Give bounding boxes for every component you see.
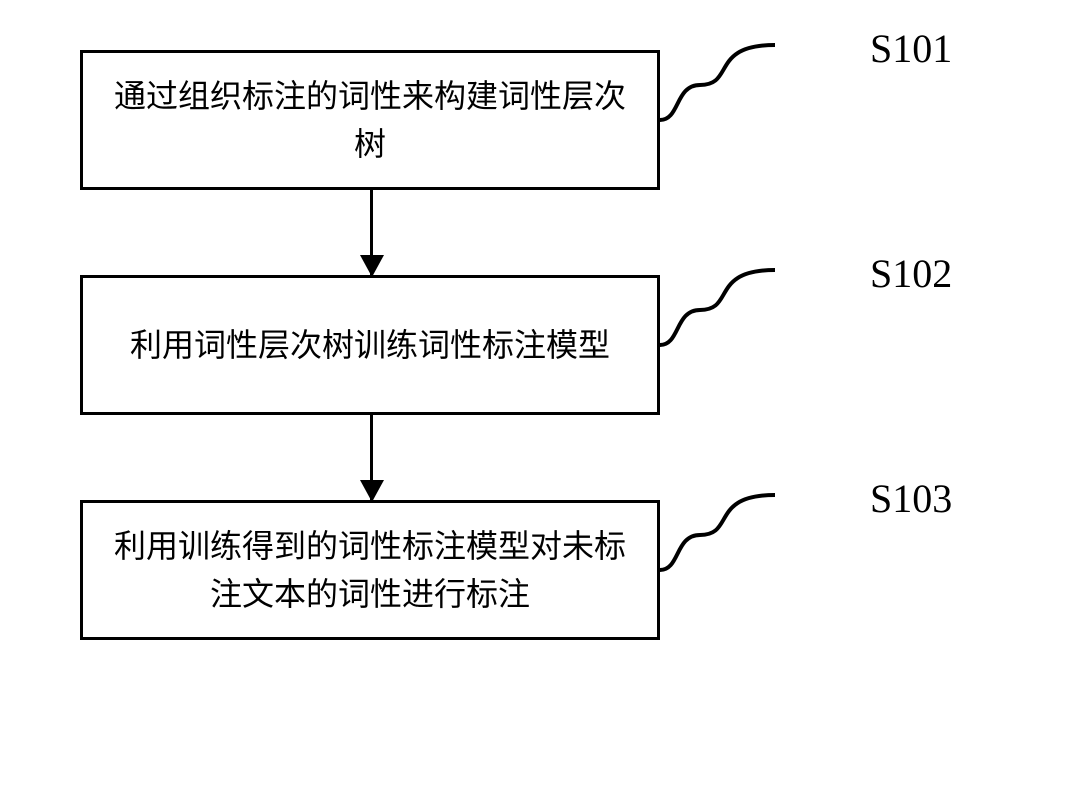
step-label: S102 [870, 250, 952, 297]
flow-step: 利用训练得到的词性标注模型对未标注文本的词性进行标注 S103 [80, 500, 1000, 640]
step-label: S103 [870, 475, 952, 522]
connector-curve-icon [655, 265, 855, 355]
flow-box-s103: 利用训练得到的词性标注模型对未标注文本的词性进行标注 [80, 500, 660, 640]
arrow-down-icon [370, 415, 373, 500]
flow-box-text: 通过组织标注的词性来构建词性层次树 [103, 72, 637, 168]
flow-box-s102: 利用词性层次树训练词性标注模型 [80, 275, 660, 415]
flow-box-text: 利用词性层次树训练词性标注模型 [130, 321, 610, 369]
flowchart-container: 通过组织标注的词性来构建词性层次树 S101 利用词性层次树训练词性标注模型 S… [80, 50, 1000, 640]
flow-step: 利用词性层次树训练词性标注模型 S102 [80, 275, 1000, 500]
flow-box-s101: 通过组织标注的词性来构建词性层次树 [80, 50, 660, 190]
connector-curve-icon [655, 40, 855, 130]
flow-box-text: 利用训练得到的词性标注模型对未标注文本的词性进行标注 [103, 522, 637, 618]
flow-step: 通过组织标注的词性来构建词性层次树 S101 [80, 50, 1000, 275]
connector-curve-icon [655, 490, 855, 580]
arrow-down-icon [370, 190, 373, 275]
step-label: S101 [870, 25, 952, 72]
